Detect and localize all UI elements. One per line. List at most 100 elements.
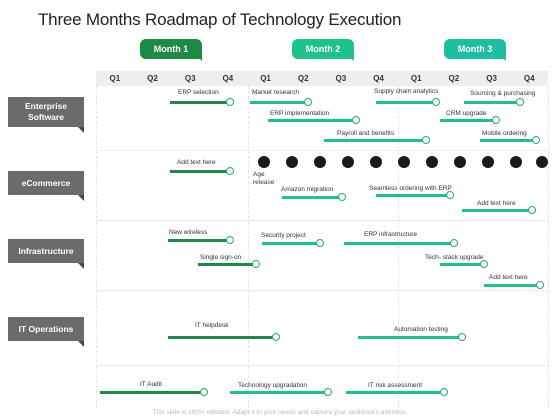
task-label: Amazon migration	[281, 186, 334, 193]
quarter-label: Q4	[222, 74, 234, 83]
month-2-header: Month 2	[292, 39, 354, 59]
milestone-dot	[258, 156, 270, 168]
quarter-label: Q4	[523, 74, 535, 83]
task-end-marker	[252, 260, 260, 268]
task-label: Add text here	[177, 159, 216, 166]
task-bar	[344, 242, 454, 245]
quarter-label: Q2	[147, 74, 158, 83]
milestone-dot	[314, 156, 326, 168]
quarter-label: Q1	[109, 74, 121, 83]
quarter-label: Q3	[184, 74, 196, 83]
task-end-marker	[226, 98, 234, 106]
task-bar	[358, 336, 462, 339]
grid-line	[398, 86, 399, 408]
task-end-marker	[432, 98, 440, 106]
category-ecommerce: eCommerce	[8, 171, 84, 201]
quarter-label: Q3	[486, 74, 497, 83]
task-bar	[268, 119, 356, 122]
task-end-marker	[480, 260, 488, 268]
task-bar	[250, 101, 308, 104]
task-bar	[168, 239, 230, 242]
task-end-marker	[422, 136, 430, 144]
task-label: Add text here	[489, 274, 528, 281]
quarter-label: Q1	[260, 74, 271, 83]
task-bar	[168, 336, 276, 339]
page-title: Three Months Roadmap of Technology Execu…	[38, 10, 402, 29]
quarter-label: Q2	[297, 74, 309, 83]
footer-note: This slide is 100% editable. Adapt it to…	[152, 409, 408, 416]
task-end-marker	[528, 206, 536, 214]
task-bar	[484, 284, 540, 287]
milestone-dot	[342, 156, 354, 168]
task-label: Automation testing	[394, 326, 448, 333]
milestone-dot	[482, 156, 494, 168]
task-label: IT helpdesk	[195, 322, 229, 329]
task-bar	[440, 119, 496, 122]
task-end-marker	[226, 236, 234, 244]
milestone-dot	[536, 156, 548, 168]
task-end-marker	[536, 281, 544, 289]
task-label: Payroll and benefits	[337, 130, 395, 137]
task-bar	[170, 101, 230, 104]
task-end-marker	[316, 239, 324, 247]
task-end-marker	[200, 388, 208, 396]
milestone-dot	[286, 156, 298, 168]
task-label: Mobile ordering	[482, 130, 527, 137]
month-1-header: Month 1	[140, 39, 202, 59]
task-end-marker	[324, 388, 332, 396]
task-bar	[262, 242, 320, 245]
task-end-marker	[352, 116, 360, 124]
task-bar	[480, 139, 536, 142]
task-end-marker	[532, 136, 540, 144]
task-label: Market research	[252, 89, 299, 96]
task-bar	[376, 194, 450, 197]
task-end-marker	[450, 239, 458, 247]
milestone-dot	[398, 156, 410, 168]
task-label: New wireless	[169, 229, 208, 236]
task-label: ERP implementation	[270, 110, 330, 117]
month-2-tail	[348, 55, 354, 61]
quarter-label: Q3	[335, 74, 347, 83]
month-1-tail	[196, 55, 202, 61]
task-end-marker	[492, 116, 500, 124]
task-bar	[464, 101, 520, 104]
quarter-label: Q1	[410, 74, 422, 83]
task-end-marker	[338, 193, 346, 201]
grid-line	[248, 86, 249, 408]
task-label: Security project	[261, 232, 306, 239]
task-bar	[170, 170, 230, 173]
task-label: IT risk assessment	[368, 382, 423, 389]
milestone-dot	[510, 156, 522, 168]
task-label: Single sign-on	[200, 254, 242, 261]
task-end-marker	[272, 333, 280, 341]
grid-line	[96, 86, 97, 408]
task-label: Tech- stack upgrade	[425, 254, 484, 261]
row-divider	[96, 220, 548, 221]
category-it-operations: IT Operations	[8, 317, 84, 347]
row-divider	[96, 290, 548, 291]
milestone-dot	[426, 156, 438, 168]
task-label: Supply chain analytics	[374, 88, 439, 95]
task-bar	[198, 263, 256, 266]
task-end-marker	[446, 191, 454, 199]
task-bar	[100, 391, 204, 394]
task-end-marker	[440, 388, 448, 396]
task-bar	[282, 196, 342, 199]
task-bar	[324, 139, 426, 142]
task-end-marker	[458, 333, 466, 341]
task-label: CRM upgrade	[446, 110, 487, 117]
task-bar	[440, 263, 484, 266]
task-label: ERP infrastructure	[364, 231, 417, 238]
task-label: Add text here	[477, 200, 516, 207]
grid-line	[548, 86, 549, 408]
quarter-label: Q4	[373, 74, 384, 83]
task-label: Seamless ordering with ERP	[369, 185, 452, 192]
task-label: Technology upgradation	[238, 382, 308, 389]
category-enterprise-software: Enterprise Software	[8, 97, 84, 133]
task-bar	[376, 101, 436, 104]
quarter-header-row: Q1 Q2 Q3 Q4 Q1 Q2 Q3 Q4 Q1 Q2 Q3 Q4	[96, 71, 548, 86]
task-label: Sourcing & purchasing	[470, 90, 536, 97]
category-infrastructure: Infrastructure	[8, 239, 84, 269]
row-divider	[96, 150, 548, 151]
row-divider	[96, 365, 548, 366]
